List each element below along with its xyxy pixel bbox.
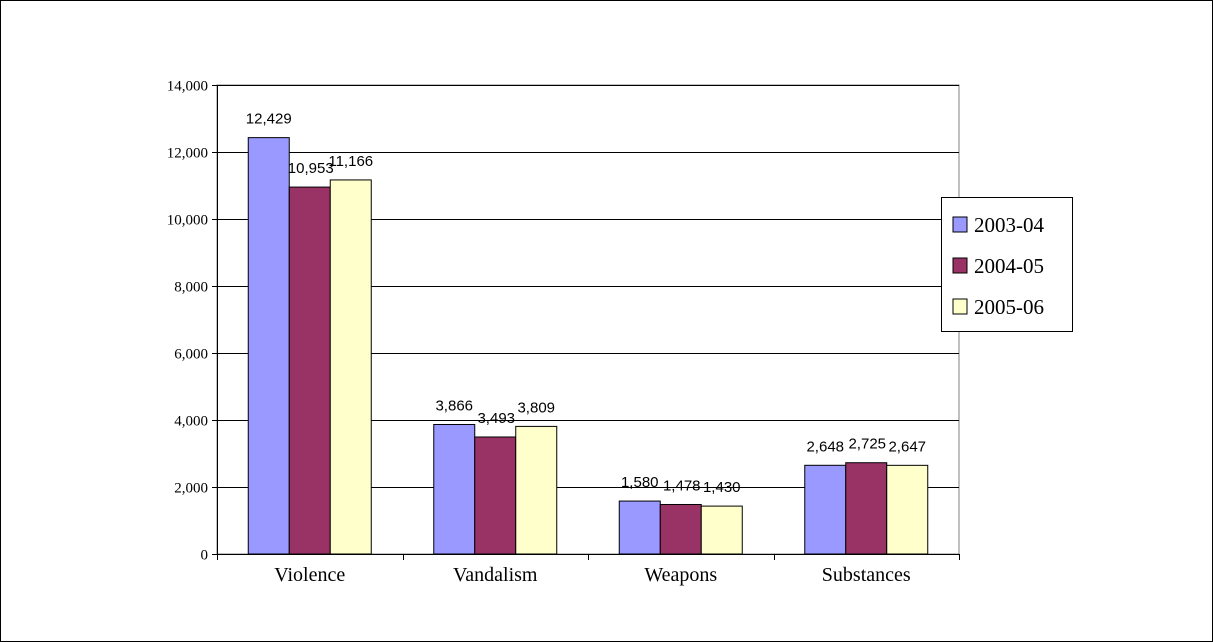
bars (247, 137, 929, 555)
bar (474, 436, 517, 555)
data-label: 3,493 (477, 410, 515, 427)
bar (247, 137, 290, 555)
bar (515, 425, 558, 555)
bar (618, 500, 661, 555)
data-label: 1,580 (621, 474, 659, 491)
bar (845, 462, 888, 555)
x-tick-label: Violence (274, 564, 345, 586)
y-tick-label: 12,000 (167, 146, 208, 162)
bar (329, 179, 372, 555)
legend-label: 2005-06 (974, 295, 1044, 319)
y-tick-label: 4,000 (174, 414, 208, 430)
y-tick-label: 14,000 (167, 79, 208, 95)
legend-swatch (952, 257, 968, 274)
data-label: 10,953 (288, 160, 334, 177)
legend: 2003-04 2004-05 2005-06 (941, 197, 1073, 332)
axes: 0 2,000 4,000 6,000 8,000 10,000 12,000 14,000 V… (167, 79, 960, 586)
data-label: 11,166 (328, 153, 373, 170)
bar (700, 505, 743, 555)
legend-swatch (952, 298, 968, 315)
bar (288, 186, 331, 555)
legend-label: 2004-05 (974, 254, 1044, 278)
legend-swatch (952, 216, 968, 233)
data-label: 2,648 (806, 438, 844, 455)
y-tick-label: 6,000 (174, 347, 208, 363)
data-label: 3,866 (435, 397, 473, 414)
x-tick-label: Substances (822, 564, 911, 586)
legend-label: 2003-04 (974, 213, 1044, 237)
data-label: 2,647 (888, 438, 926, 455)
y-tick-label: 10,000 (167, 213, 208, 229)
bar (659, 503, 702, 555)
data-label: 3,809 (517, 399, 555, 416)
y-tick-label: 2,000 (174, 481, 208, 497)
y-tick-label: 8,000 (174, 280, 208, 296)
x-tick-label: Vandalism (453, 564, 538, 586)
bar (886, 464, 929, 555)
bar (804, 464, 847, 555)
data-label: 2,725 (848, 436, 886, 453)
x-tick-label: Weapons (644, 564, 717, 586)
bar (433, 423, 476, 555)
data-label: 1,430 (703, 479, 741, 496)
data-label: 12,429 (246, 111, 292, 128)
data-label: 1,478 (663, 477, 701, 494)
y-tick-label: 0 (201, 548, 209, 564)
